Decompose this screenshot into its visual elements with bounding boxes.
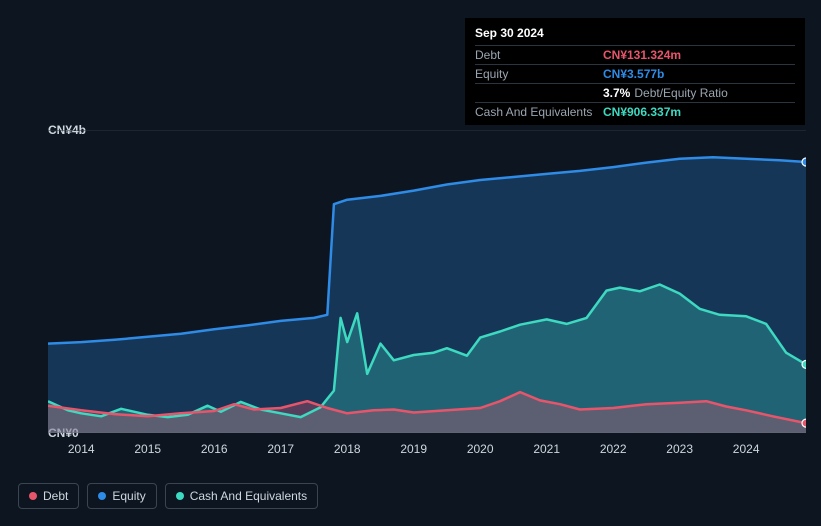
x-axis-tick: 2022: [600, 442, 627, 456]
x-axis-tick: 2017: [267, 442, 294, 456]
legend-item[interactable]: Debt: [18, 483, 79, 509]
x-axis-tick: 2023: [666, 442, 693, 456]
tooltip-row-label: Cash And Equivalents: [475, 105, 603, 119]
chart-legend: Debt Equity Cash And Equivalents: [18, 483, 318, 509]
x-axis-tick: 2018: [334, 442, 361, 456]
balance-chart: CN¥4bCN¥0 201420152016201720182019202020…: [18, 120, 808, 450]
x-axis-tick: 2020: [467, 442, 494, 456]
legend-label: Debt: [43, 489, 68, 503]
x-axis-tick: 2016: [201, 442, 228, 456]
legend-swatch-icon: [29, 492, 37, 500]
tooltip-row: Cash And EquivalentsCN¥906.337m: [475, 102, 795, 121]
series-end-marker: [802, 158, 806, 166]
legend-label: Cash And Equivalents: [190, 489, 307, 503]
x-axis-tick: 2021: [533, 442, 560, 456]
legend-swatch-icon: [176, 492, 184, 500]
legend-item[interactable]: Cash And Equivalents: [165, 483, 318, 509]
tooltip-row-label: Debt: [475, 48, 603, 62]
x-axis-tick: 2024: [733, 442, 760, 456]
legend-swatch-icon: [98, 492, 106, 500]
data-tooltip: Sep 30 2024 DebtCN¥131.324mEquityCN¥3.57…: [465, 18, 805, 125]
tooltip-date: Sep 30 2024: [475, 22, 795, 45]
tooltip-row: DebtCN¥131.324m: [475, 45, 795, 64]
tooltip-row-label: [475, 86, 603, 100]
tooltip-row: 3.7%Debt/Equity Ratio: [475, 83, 795, 102]
tooltip-row-note: Debt/Equity Ratio: [634, 86, 727, 100]
tooltip-row-label: Equity: [475, 67, 603, 81]
series-end-marker: [802, 419, 806, 427]
x-axis-tick: 2015: [134, 442, 161, 456]
tooltip-row-value: 3.7%Debt/Equity Ratio: [603, 86, 728, 100]
series-end-marker: [802, 360, 806, 368]
tooltip-row-value: CN¥906.337m: [603, 105, 681, 119]
legend-label: Equity: [112, 489, 145, 503]
chart-plot-area[interactable]: [48, 130, 806, 433]
x-axis-tick: 2014: [68, 442, 95, 456]
x-axis: 2014 2015 2016 2017 2018 2019 2020 2021 2022 2023…: [48, 438, 806, 463]
x-axis-tick: 2019: [400, 442, 427, 456]
tooltip-row-value: CN¥3.577b: [603, 67, 664, 81]
legend-item[interactable]: Equity: [87, 483, 156, 509]
tooltip-row: EquityCN¥3.577b: [475, 64, 795, 83]
tooltip-row-value: CN¥131.324m: [603, 48, 681, 62]
